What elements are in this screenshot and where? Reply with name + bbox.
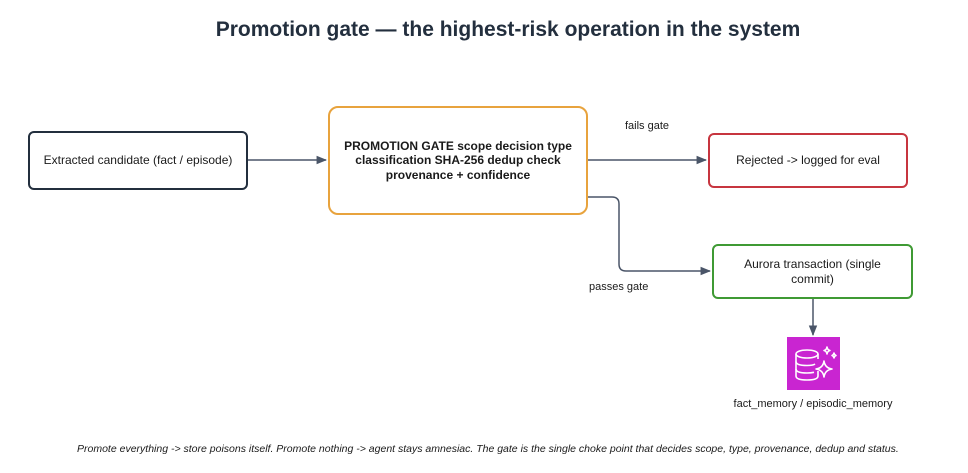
database-sparkle-icon — [787, 337, 840, 390]
footnote: Promote everything -> store poisons itse… — [77, 443, 899, 455]
memory-store-label: fact_memory / episodic_memory — [733, 398, 893, 410]
diagram-title: Promotion gate — the highest-risk operat… — [215, 18, 801, 41]
fails-gate-label: fails gate — [625, 120, 670, 132]
candidate-label: Extracted candidate (fact / episode) — [43, 153, 233, 168]
aurora-transaction-node: Aurora transaction (single commit) — [712, 244, 913, 299]
edge-gate-to-aurora — [588, 196, 712, 276]
candidate-node: Extracted candidate (fact / episode) — [28, 131, 248, 190]
rejected-node: Rejected -> logged for eval — [708, 133, 908, 188]
promotion-gate-label: PROMOTION GATE scope decision type class… — [344, 138, 572, 182]
promotion-gate-node: PROMOTION GATE scope decision type class… — [328, 106, 588, 215]
rejected-label: Rejected -> logged for eval — [736, 153, 880, 168]
passes-gate-label: passes gate — [589, 281, 649, 293]
aurora-transaction-label: Aurora transaction (single commit) — [744, 257, 881, 286]
